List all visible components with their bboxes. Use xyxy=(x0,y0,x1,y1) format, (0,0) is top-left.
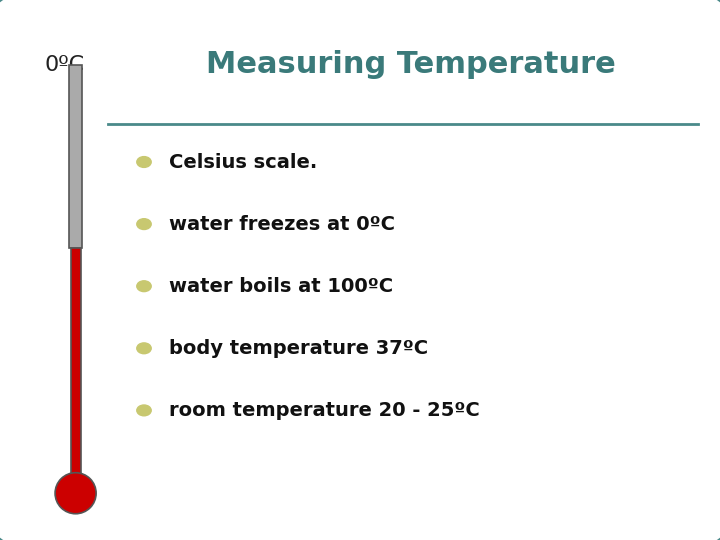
Circle shape xyxy=(137,343,151,354)
Ellipse shape xyxy=(55,472,96,514)
Circle shape xyxy=(137,405,151,416)
Text: Measuring Temperature: Measuring Temperature xyxy=(205,50,616,79)
Text: body temperature 37ºC: body temperature 37ºC xyxy=(169,339,428,358)
Text: Celsius scale.: Celsius scale. xyxy=(169,152,318,172)
Text: 0ºC: 0ºC xyxy=(45,55,85,75)
Text: water boils at 100ºC: water boils at 100ºC xyxy=(169,276,393,296)
Bar xyxy=(69,65,82,248)
Text: room temperature 20 - 25ºC: room temperature 20 - 25ºC xyxy=(169,401,480,420)
Text: water freezes at 0ºC: water freezes at 0ºC xyxy=(169,214,395,234)
Bar xyxy=(71,248,81,491)
Circle shape xyxy=(137,157,151,167)
Circle shape xyxy=(137,219,151,230)
Circle shape xyxy=(137,281,151,292)
